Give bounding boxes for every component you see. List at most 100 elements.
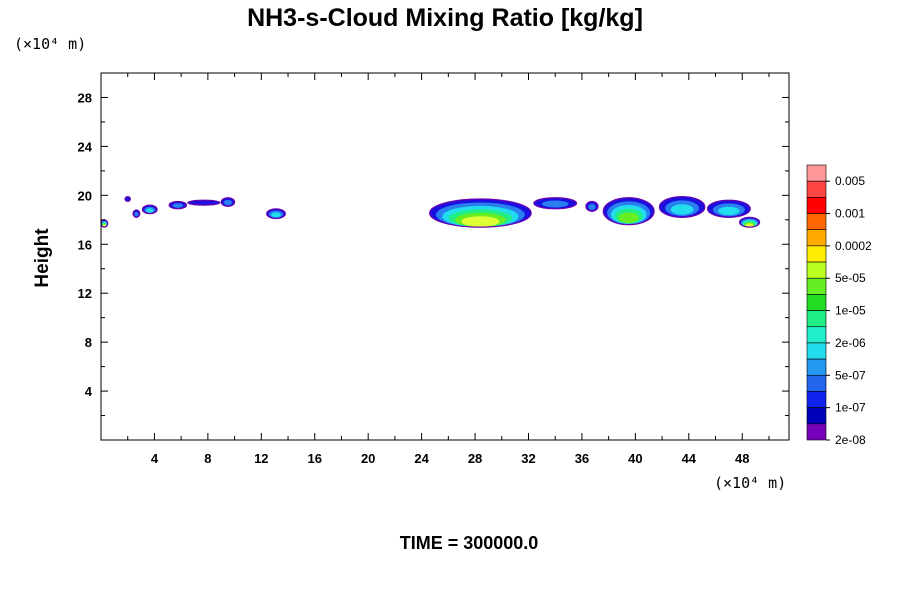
cloud-outline [602, 197, 655, 226]
x-tick-label: 28 [468, 451, 482, 466]
colorbar-swatch [806, 358, 827, 376]
colorbar-swatch [806, 374, 827, 392]
y-tick-label: 12 [78, 286, 92, 301]
cloud-region [602, 197, 655, 226]
cloud-level-band [103, 224, 106, 228]
x-tick-label: 20 [361, 451, 375, 466]
y-unit-label: (×10⁴ m) [14, 35, 86, 53]
cloud-region [100, 219, 109, 228]
cloud-region [124, 195, 131, 203]
cloud-level-band [745, 223, 754, 228]
colorbar-tick-label: 1e-07 [835, 401, 866, 415]
x-tick-label: 48 [735, 451, 749, 466]
colorbar-swatch [806, 407, 827, 425]
colorbar-tick-label: 2e-06 [835, 336, 866, 350]
cloud-outline [738, 216, 761, 228]
x-tick-label: 8 [204, 451, 211, 466]
cloud-level-band [670, 204, 694, 215]
x-tick-label: 16 [308, 451, 322, 466]
cloud-region [220, 197, 236, 207]
cloud-outline [220, 197, 236, 207]
cloud-region [187, 199, 221, 206]
colorbar-tick-label: 0.001 [835, 207, 865, 221]
cloud-outline [141, 204, 158, 215]
cloud-region [168, 200, 188, 210]
x-tick-label: 4 [151, 451, 159, 466]
x-tick-label: 32 [521, 451, 535, 466]
cloud-contours [100, 195, 761, 228]
colorbar-swatch [806, 261, 827, 279]
cloud-outline [585, 200, 599, 212]
cloud-outline [266, 208, 286, 220]
colorbar: 0.005 0.001 0.0002 5e-05 1e-05 2e-06 5e-07 1e-0… [806, 164, 872, 447]
plot-frame [100, 72, 790, 441]
colorbar-swatch [806, 342, 827, 360]
colorbar-tick-label: 5e-07 [835, 368, 866, 382]
cloud-level-band [718, 206, 740, 216]
cloud-outline [132, 209, 141, 218]
cloud-level-band [134, 211, 139, 217]
cloud-outline [168, 200, 188, 210]
cloud-level-band [588, 203, 596, 210]
cloud-region [141, 204, 158, 215]
cloud-level-band [172, 203, 184, 208]
x-tick-label: 12 [254, 451, 268, 466]
cloud-region [706, 199, 751, 218]
cloud-level-band [271, 212, 281, 218]
x-tick-label: 40 [628, 451, 642, 466]
colorbar-swatch [806, 213, 827, 231]
x-tick-label: 24 [414, 451, 429, 466]
colorbar-tick-label: 5e-05 [835, 271, 866, 285]
cloud-level-band [125, 196, 131, 202]
y-tick-label: 8 [85, 335, 92, 350]
cloud-region [132, 209, 141, 218]
cloud-outline [187, 199, 221, 206]
cloud-level-band [146, 208, 154, 213]
x-tick-label: 44 [682, 451, 697, 466]
colorbar-tick-label: 1e-05 [835, 304, 866, 318]
cloud-level-band [187, 200, 220, 206]
y-tick-label: 4 [85, 384, 93, 399]
y-tick-label: 16 [78, 237, 92, 252]
colorbar-swatch [806, 326, 827, 344]
x-unit-label: (×10⁴ m) [714, 474, 786, 492]
cloud-outline [124, 195, 131, 203]
colorbar-swatch [806, 423, 827, 441]
y-tick-label: 28 [78, 90, 92, 105]
cloud-outline [533, 197, 578, 210]
cloud-region [585, 200, 599, 212]
cloud-outline [429, 198, 532, 228]
colorbar-tick-label: 2e-08 [835, 433, 866, 447]
colorbar-swatch [806, 164, 827, 182]
y-tick-label: 20 [78, 188, 92, 203]
cloud-outline [706, 199, 751, 218]
cloud-region [658, 195, 706, 218]
colorbar-swatch [806, 277, 827, 295]
colorbar-swatch [806, 229, 827, 247]
chart-title: NH3-s-Cloud Mixing Ratio [kg/kg] [247, 4, 643, 32]
time-label: TIME = 300000.0 [400, 533, 539, 553]
colorbar-swatch [806, 310, 827, 328]
x-tick-label: 36 [575, 451, 589, 466]
y-tick-label: 24 [78, 139, 93, 154]
colorbar-swatch [806, 391, 827, 408]
cloud-region [429, 198, 532, 228]
cloud-region [738, 216, 761, 228]
colorbar-swatch [806, 294, 827, 311]
colorbar-swatch [806, 245, 827, 263]
y-axis-label: Height [32, 228, 53, 288]
cloud-region [533, 197, 578, 210]
colorbar-swatch [806, 180, 827, 198]
cloud-outline [658, 195, 706, 218]
cloud-level-band [541, 200, 569, 208]
cloud-level-band [461, 216, 500, 227]
cloud-level-band [618, 212, 639, 224]
colorbar-tick-label: 0.005 [835, 174, 865, 188]
colorbar-swatch [806, 197, 827, 214]
cloud-region [266, 208, 286, 220]
cloud-level-band [223, 199, 233, 206]
colorbar-tick-label: 0.0002 [835, 239, 872, 253]
